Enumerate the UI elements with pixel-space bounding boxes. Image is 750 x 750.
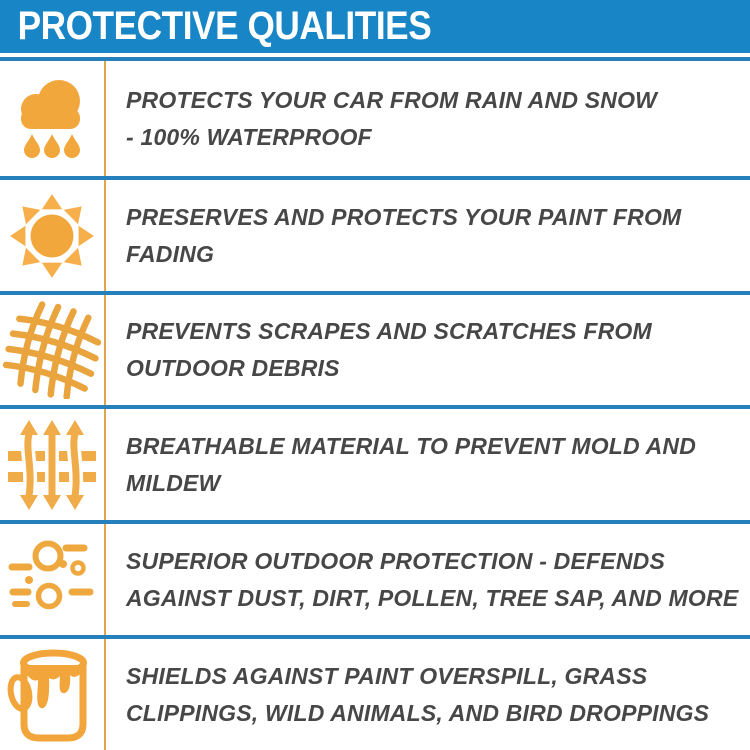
feature-row-outdoor-protection: SUPERIOR OUTDOOR PROTECTION - DEFENDS AG… xyxy=(0,520,750,635)
feature-text-line1: PREVENTS SCRAPES AND SCRATCHES FROM xyxy=(126,318,652,344)
feature-text-line2: AGAINST DUST, DIRT, POLLEN, TREE SAP, AN… xyxy=(126,584,739,611)
page-title: PROTECTIVE QUALITIES xyxy=(17,4,432,48)
feature-text-line2: OUTDOOR DEBRIS xyxy=(126,355,340,381)
feature-row-shields: SHIELDS AGAINST PAINT OVERSPILL, GRASS C… xyxy=(0,635,750,750)
feature-row-breathable: BREATHABLE MATERIAL TO PREVENT MOLD AND … xyxy=(0,405,750,520)
paint-bucket-icon xyxy=(7,649,87,741)
feature-row-fading: PRESERVES AND PROTECTS YOUR PAINT FROM F… xyxy=(0,176,750,291)
feature-text-line2: FADING xyxy=(126,240,215,267)
vertical-divider xyxy=(104,57,106,750)
dust-particles-icon xyxy=(8,540,94,609)
sun-icon xyxy=(10,193,94,278)
feature-text-line1: SUPERIOR OUTDOOR PROTECTION - DEFENDS xyxy=(126,547,665,574)
feature-text-line1: SHIELDS AGAINST PAINT OVERSPILL, GRASS xyxy=(126,662,648,689)
feature-row-waterproof: PROTECTS YOUR CAR FROM RAIN AND SNOW - 1… xyxy=(0,57,750,176)
feature-text-line2: MILDEW xyxy=(126,469,221,496)
feature-text-line2: - 100% WATERPROOF xyxy=(126,123,372,150)
feature-text-line1: PROTECTS YOUR CAR FROM RAIN AND SNOW xyxy=(126,86,658,113)
breathable-material-icon xyxy=(8,419,96,510)
feature-text-line1: PRESERVES AND PROTECTS YOUR PAINT FROM xyxy=(126,203,682,230)
feature-text-line1: BREATHABLE MATERIAL TO PREVENT MOLD AND xyxy=(126,432,697,459)
feature-list: PROTECTS YOUR CAR FROM RAIN AND SNOW - 1… xyxy=(0,57,750,750)
header-banner: PROTECTIVE QUALITIES xyxy=(0,0,750,53)
rain-cloud-icon xyxy=(21,79,80,158)
feature-row-scratches: PREVENTS SCRAPES AND SCRATCHES FROM OUTD… xyxy=(0,291,750,405)
protective-net-icon xyxy=(2,301,102,399)
feature-text-line2: CLIPPINGS, WILD ANIMALS, AND BIRD DROPPI… xyxy=(126,699,710,726)
